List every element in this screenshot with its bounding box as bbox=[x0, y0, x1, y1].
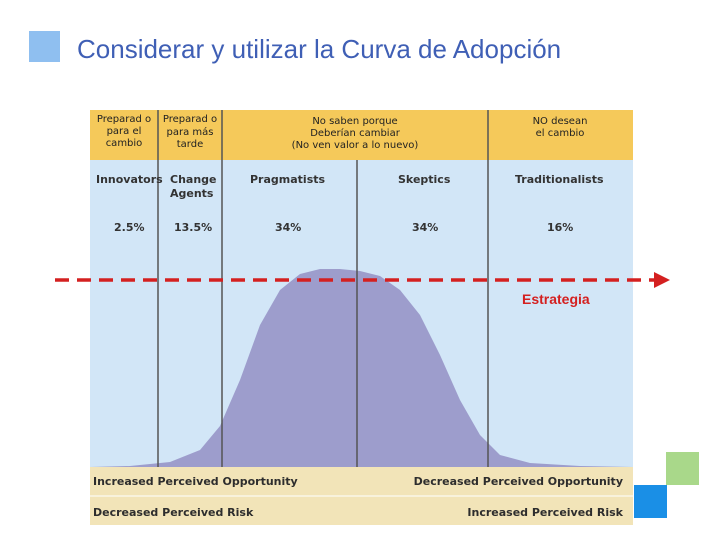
category-pragmatists: Pragmatists bbox=[250, 173, 326, 186]
header-band bbox=[90, 110, 633, 160]
header-col4-line2: el cambio bbox=[535, 128, 585, 139]
header-col3: No saben porque Deberían cambiar (No ven… bbox=[226, 116, 484, 152]
title-square-decoration bbox=[29, 31, 60, 62]
decoration-green-square bbox=[666, 452, 699, 485]
label-increased-risk: Increased Perceived Risk bbox=[467, 506, 623, 519]
header-col2: Preparad o para más tarde bbox=[162, 114, 218, 150]
category-change-agents: Change Agents bbox=[170, 173, 217, 201]
adoption-curve-svg bbox=[90, 110, 633, 525]
header-col1: Preparad o para el cambio bbox=[96, 114, 152, 149]
label-decreased-opportunity: Decreased Perceived Opportunity bbox=[413, 475, 623, 488]
category-skeptics: Skeptics bbox=[398, 173, 451, 186]
percent-skeptics: 34% bbox=[412, 221, 439, 234]
percent-change-agents: 13.5% bbox=[174, 221, 213, 234]
strategy-label: Estrategia bbox=[522, 291, 590, 307]
page-title: Considerar y utilizar la Curva de Adopci… bbox=[77, 34, 562, 64]
bell-curve bbox=[90, 269, 633, 467]
header-col3-line1: No saben porque bbox=[312, 116, 398, 127]
label-decreased-risk: Decreased Perceived Risk bbox=[93, 506, 254, 519]
category-change-agents-line1: Change bbox=[170, 173, 217, 186]
header-col3-line3: (No ven valor a lo nuevo) bbox=[291, 140, 419, 151]
percent-innovators: 2.5% bbox=[114, 221, 145, 234]
strategy-arrowhead bbox=[654, 272, 670, 288]
category-traditionalists: Traditionalists bbox=[515, 173, 604, 186]
header-col3-line2: Deberían cambiar bbox=[310, 128, 400, 139]
percent-pragmatists: 34% bbox=[275, 221, 302, 234]
header-col4-line1: NO desean bbox=[532, 116, 588, 127]
category-change-agents-line2: Agents bbox=[170, 187, 214, 200]
decoration-blue-square bbox=[634, 485, 667, 518]
adoption-curve-diagram: Preparad o para el cambio Preparad o par… bbox=[90, 110, 633, 525]
category-innovators: Innovators bbox=[96, 173, 163, 186]
label-increased-opportunity: Increased Perceived Opportunity bbox=[93, 475, 298, 488]
header-col4: NO desean el cambio bbox=[492, 116, 628, 140]
percent-traditionalists: 16% bbox=[547, 221, 574, 234]
